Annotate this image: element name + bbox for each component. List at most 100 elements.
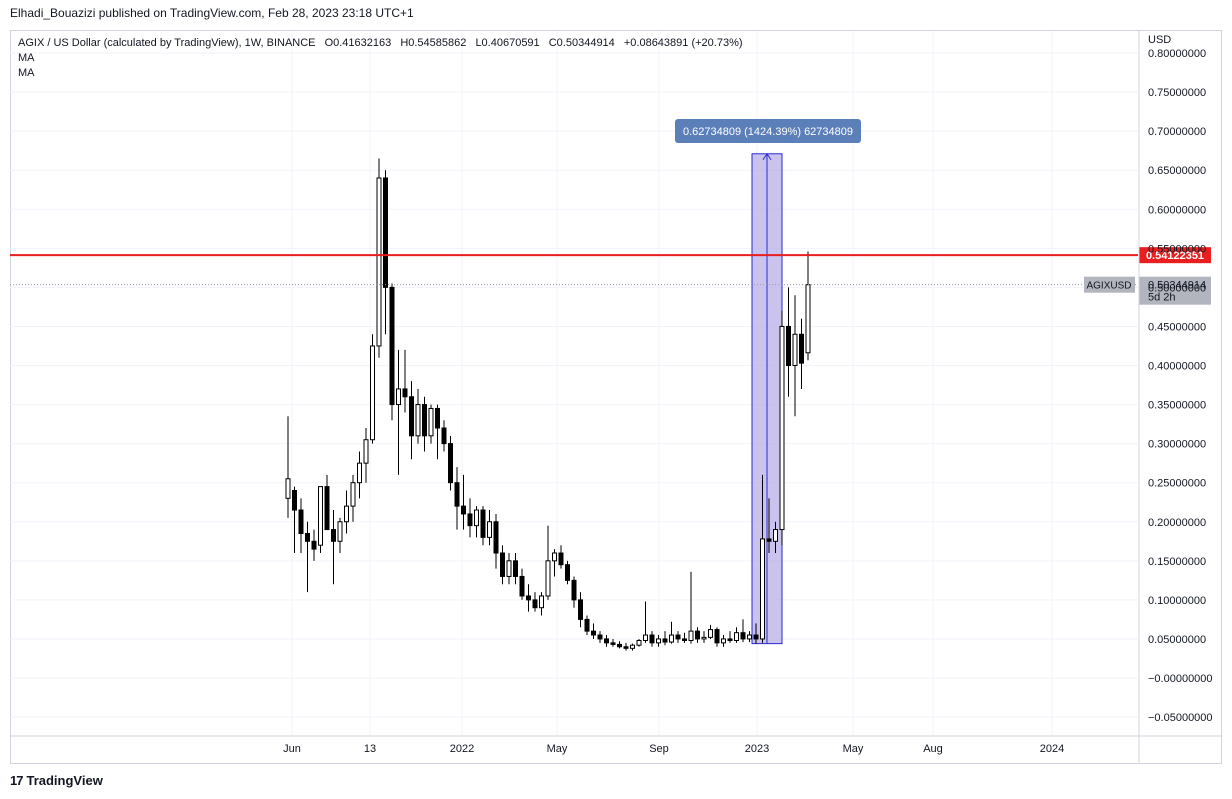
candle-body[interactable] — [649, 634, 655, 644]
measure-label: 0.62734809 (1424.39%) 62734809 — [683, 126, 853, 138]
candle-body[interactable] — [597, 634, 603, 640]
candle-body[interactable] — [435, 407, 440, 429]
candle-body[interactable] — [526, 595, 531, 601]
candle-body[interactable] — [370, 345, 375, 441]
candle-body[interactable] — [292, 490, 297, 511]
candle-body[interactable] — [428, 407, 434, 437]
candle-body[interactable] — [363, 439, 369, 464]
candle-body[interactable] — [324, 486, 330, 531]
price-tick-label: 0.45000000 — [1148, 321, 1206, 333]
candle-body[interactable] — [643, 634, 648, 641]
candle-body[interactable] — [402, 388, 408, 398]
candle-body[interactable] — [487, 521, 492, 538]
candle-body[interactable] — [344, 505, 349, 523]
candle-body[interactable] — [747, 634, 752, 640]
candle-body[interactable] — [532, 599, 538, 609]
candle-body[interactable] — [539, 595, 544, 609]
candle-body[interactable] — [656, 638, 661, 644]
candle-body[interactable] — [714, 629, 720, 644]
candle-body[interactable] — [389, 286, 395, 406]
candle-body[interactable] — [376, 177, 382, 347]
candle-body[interactable] — [467, 513, 473, 527]
candle-body[interactable] — [513, 560, 518, 577]
candle-body[interactable] — [409, 396, 414, 437]
candle-body[interactable] — [285, 478, 291, 499]
horizontal-line-price-label: 0.54122351 — [1146, 250, 1204, 262]
measure-label-bg — [675, 119, 861, 143]
candle-body[interactable] — [623, 646, 629, 649]
candle-body[interactable] — [805, 284, 811, 354]
candle-body[interactable] — [591, 630, 596, 636]
candle-body[interactable] — [773, 529, 778, 542]
bar-countdown: 5d 2h — [1148, 292, 1176, 304]
candle-body[interactable] — [506, 560, 512, 577]
candle-body[interactable] — [337, 521, 343, 542]
candle-body[interactable] — [493, 521, 499, 554]
candle-body[interactable] — [298, 509, 304, 534]
price-tick-label: 0.15000000 — [1148, 556, 1206, 568]
candle-body[interactable] — [779, 325, 785, 531]
candle-body[interactable] — [474, 509, 479, 527]
candle-body[interactable] — [396, 388, 401, 406]
candle-body[interactable] — [350, 482, 356, 507]
candle-body[interactable] — [578, 599, 583, 620]
candle-body[interactable] — [480, 509, 486, 538]
candle-body[interactable] — [552, 552, 557, 562]
ma-indicator-label[interactable]: MA — [18, 67, 35, 79]
candle-body[interactable] — [708, 629, 713, 638]
close-value: C0.50344914 — [548, 37, 615, 49]
candle-body[interactable] — [669, 634, 674, 643]
candle-body[interactable] — [766, 538, 772, 542]
price-tick-label: 0.30000000 — [1148, 439, 1206, 451]
candle-body[interactable] — [701, 636, 707, 640]
candle-body[interactable] — [636, 640, 642, 646]
candle-body[interactable] — [331, 529, 336, 542]
candle-body[interactable] — [675, 634, 681, 640]
candle-body[interactable] — [311, 540, 317, 550]
candle-body[interactable] — [383, 177, 388, 288]
candle-body[interactable] — [682, 638, 687, 641]
candle-body[interactable] — [695, 630, 700, 640]
candle-body[interactable] — [461, 505, 466, 515]
candle-body[interactable] — [571, 579, 577, 601]
candle-body[interactable] — [422, 404, 427, 437]
candle-body[interactable] — [357, 462, 362, 484]
candle-body[interactable] — [545, 560, 551, 597]
candle-body[interactable] — [558, 552, 564, 566]
price-tick-label: 0.60000000 — [1148, 204, 1206, 216]
footer-brand[interactable]: 17 TradingView — [10, 773, 103, 788]
candle-body[interactable] — [740, 632, 746, 640]
candle-body[interactable] — [688, 630, 694, 641]
candle-body[interactable] — [727, 638, 733, 641]
candle-body[interactable] — [584, 618, 590, 632]
candle-body[interactable] — [305, 532, 310, 542]
candle-body[interactable] — [519, 575, 525, 597]
candle-body[interactable] — [610, 642, 616, 645]
candle-body[interactable] — [792, 333, 798, 366]
candle-body[interactable] — [604, 638, 609, 644]
candle-body[interactable] — [753, 634, 759, 640]
ma-indicator-label[interactable]: MA — [18, 52, 35, 64]
candle-body[interactable] — [662, 638, 668, 643]
candle-body[interactable] — [617, 643, 622, 648]
candle-body[interactable] — [721, 638, 726, 644]
candle-body[interactable] — [448, 443, 453, 484]
candle-body[interactable] — [734, 632, 739, 641]
time-tick-label: 13 — [364, 743, 376, 755]
candle-body[interactable] — [415, 404, 421, 437]
candle-body[interactable] — [454, 482, 460, 507]
open-value: O0.41632163 — [324, 37, 392, 49]
candle-body[interactable] — [441, 427, 447, 445]
candle-body[interactable] — [786, 325, 791, 366]
candle-body[interactable] — [799, 333, 804, 364]
candle-body[interactable] — [318, 486, 323, 546]
chart-frame[interactable] — [10, 30, 1222, 764]
horizontal-line-price-tag — [1139, 247, 1211, 264]
price-tick-label: 0.55000000 — [1148, 243, 1206, 255]
candle-body[interactable] — [630, 644, 635, 649]
candle-body[interactable] — [565, 564, 570, 581]
candle-body[interactable] — [500, 552, 505, 577]
symbol-description[interactable]: AGIX / US Dollar (calculated by TradingV… — [18, 37, 316, 49]
candle-body[interactable] — [760, 538, 765, 640]
